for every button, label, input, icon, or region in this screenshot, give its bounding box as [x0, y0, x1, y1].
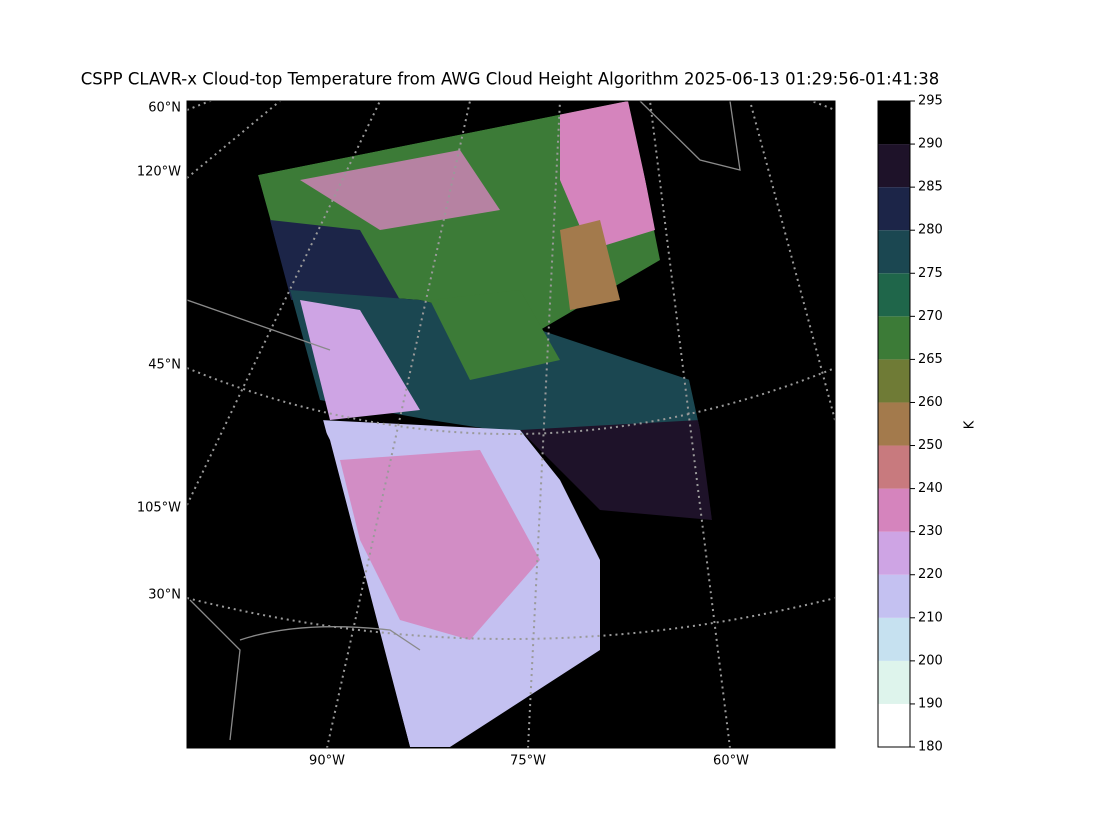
graticule: [187, 101, 835, 748]
colorbar-tick-label: 285: [918, 180, 943, 195]
lat-label: 60°N: [148, 101, 181, 116]
colorbar-frame: [877, 100, 911, 748]
lon-label: 60°W: [713, 754, 749, 769]
colorbar-tick-label: 240: [918, 481, 943, 496]
colorbar-segment: [878, 488, 910, 532]
colorbar-segment: [878, 445, 910, 489]
colorbar-segment: [878, 617, 910, 661]
lat-label: 45°N: [148, 358, 181, 373]
colorbar-tick-label: 260: [918, 395, 943, 410]
title: CSPP CLAVR-x Cloud-top Temperature from …: [81, 70, 940, 89]
lon-label: 90°W: [309, 754, 345, 769]
colorbar-tick-label: 295: [918, 94, 943, 109]
lon-label: 105°W: [137, 501, 181, 516]
colorbar-segment: [878, 402, 910, 446]
colorbar-segment: [878, 660, 910, 704]
colorbar-tick-label: 200: [918, 653, 943, 668]
colorbar: 180 190 200 210 220 230 240 250 260 265 270 275 280 2…: [877, 94, 943, 755]
colorbar-tick-label: 280: [918, 223, 943, 238]
lat-label: 30°N: [148, 588, 181, 603]
lon-label: 75°W: [510, 754, 546, 769]
colorbar-segment: [878, 359, 910, 403]
colorbar-tick-label: 250: [918, 438, 943, 453]
colorbar-segment: [878, 273, 910, 317]
colorbar-label: K: [963, 420, 978, 429]
colorbar-tick-label: 270: [918, 309, 943, 324]
colorbar-segment: [878, 187, 910, 231]
colorbar-tick-label: 180: [918, 740, 943, 755]
colorbar-segment: [878, 316, 910, 360]
colorbar-tick-label: 190: [918, 696, 943, 711]
map: 60°N 120°W 45°N 105°W 30°N 90°W 75°W 60°…: [137, 100, 836, 769]
colorbar-segment: [878, 574, 910, 618]
map-frame: [186, 100, 836, 749]
lon-label: 120°W: [137, 165, 181, 180]
colorbar-tick-label: 230: [918, 524, 943, 539]
colorbar-segment: [878, 101, 910, 145]
colorbar-tick-label: 265: [918, 352, 943, 367]
colorbar-segment: [878, 144, 910, 188]
colorbar-tick-label: 220: [918, 567, 943, 582]
colorbar-tick-label: 210: [918, 610, 943, 625]
colorbar-segment: [878, 531, 910, 575]
colorbar-segment: [878, 230, 910, 274]
colorbar-tick-label: 290: [918, 137, 943, 152]
colorbar-segment: [878, 703, 910, 747]
colorbar-tick-label: 275: [918, 266, 943, 281]
